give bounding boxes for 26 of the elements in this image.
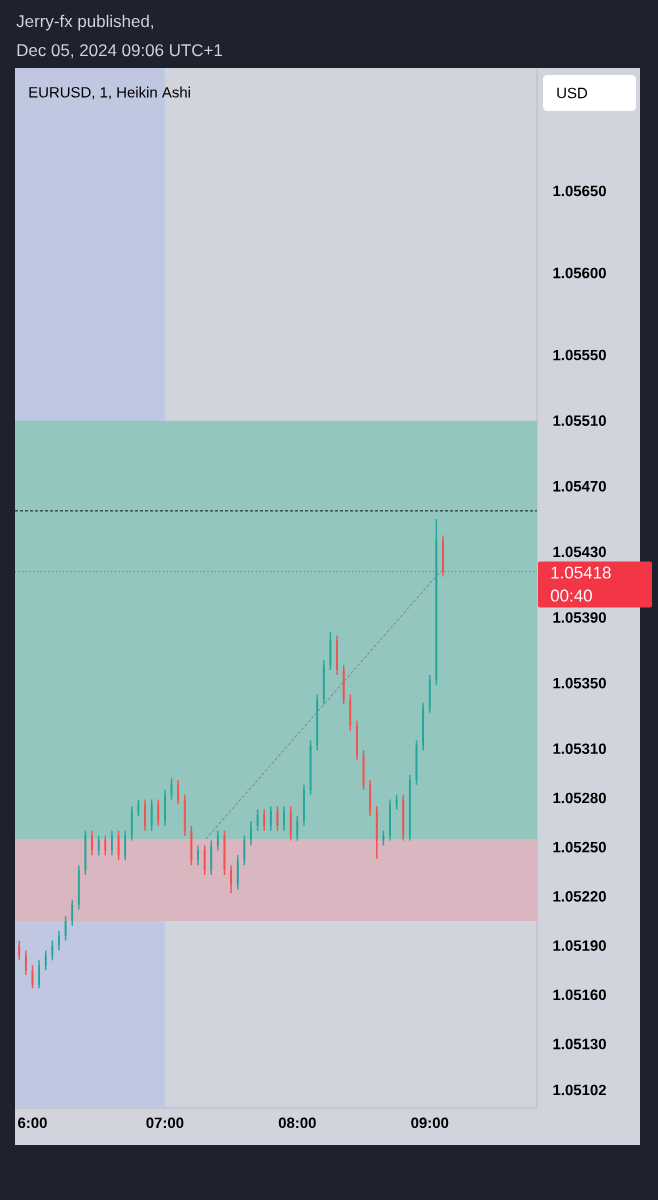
text: 00:40 (550, 589, 592, 602)
chart-subtitle: Dec 05, 2024 09:06 UTC+1 (17, 44, 222, 59)
x-tick-label: 09:00 (411, 1117, 449, 1129)
x-tick-label: 08:00 (278, 1117, 316, 1129)
y-tick-label: 1.05510 (553, 415, 606, 426)
y-tick-label: 1.05310 (553, 743, 606, 755)
y-tick-label: 1.05650 (553, 185, 606, 197)
chart-title: Jerry-fx published, (16, 14, 154, 31)
y-tick-label: 1.05470 (553, 480, 606, 492)
y-tick-label: 1.05102 (553, 1084, 606, 1096)
annotation: EURUSD, 1, Heikin Ashi (29, 86, 190, 100)
y-tick-label: 1.05220 (553, 891, 606, 902)
y-tick-label: 1.05130 (553, 1038, 606, 1050)
x-tick-label: 6:00 (18, 1117, 47, 1129)
y-tick-label: 1.05280 (553, 792, 606, 804)
x-tick-label: 07:00 (146, 1117, 184, 1129)
y-tick-label: 1.05430 (553, 546, 606, 558)
y-tick-label: 1.05600 (553, 267, 606, 279)
y-tick-label: 1.05250 (553, 841, 606, 853)
y-tick-label: 1.05550 (553, 349, 606, 361)
y-tick-label: 1.05350 (553, 677, 606, 689)
y-tick-label: 1.05390 (553, 612, 606, 623)
y-tick-label: 1.05190 (553, 940, 606, 951)
y-tick-label: 1.05160 (553, 989, 606, 1001)
text: USD (557, 87, 588, 99)
ref-line-label: 1.05418 (551, 566, 611, 579)
